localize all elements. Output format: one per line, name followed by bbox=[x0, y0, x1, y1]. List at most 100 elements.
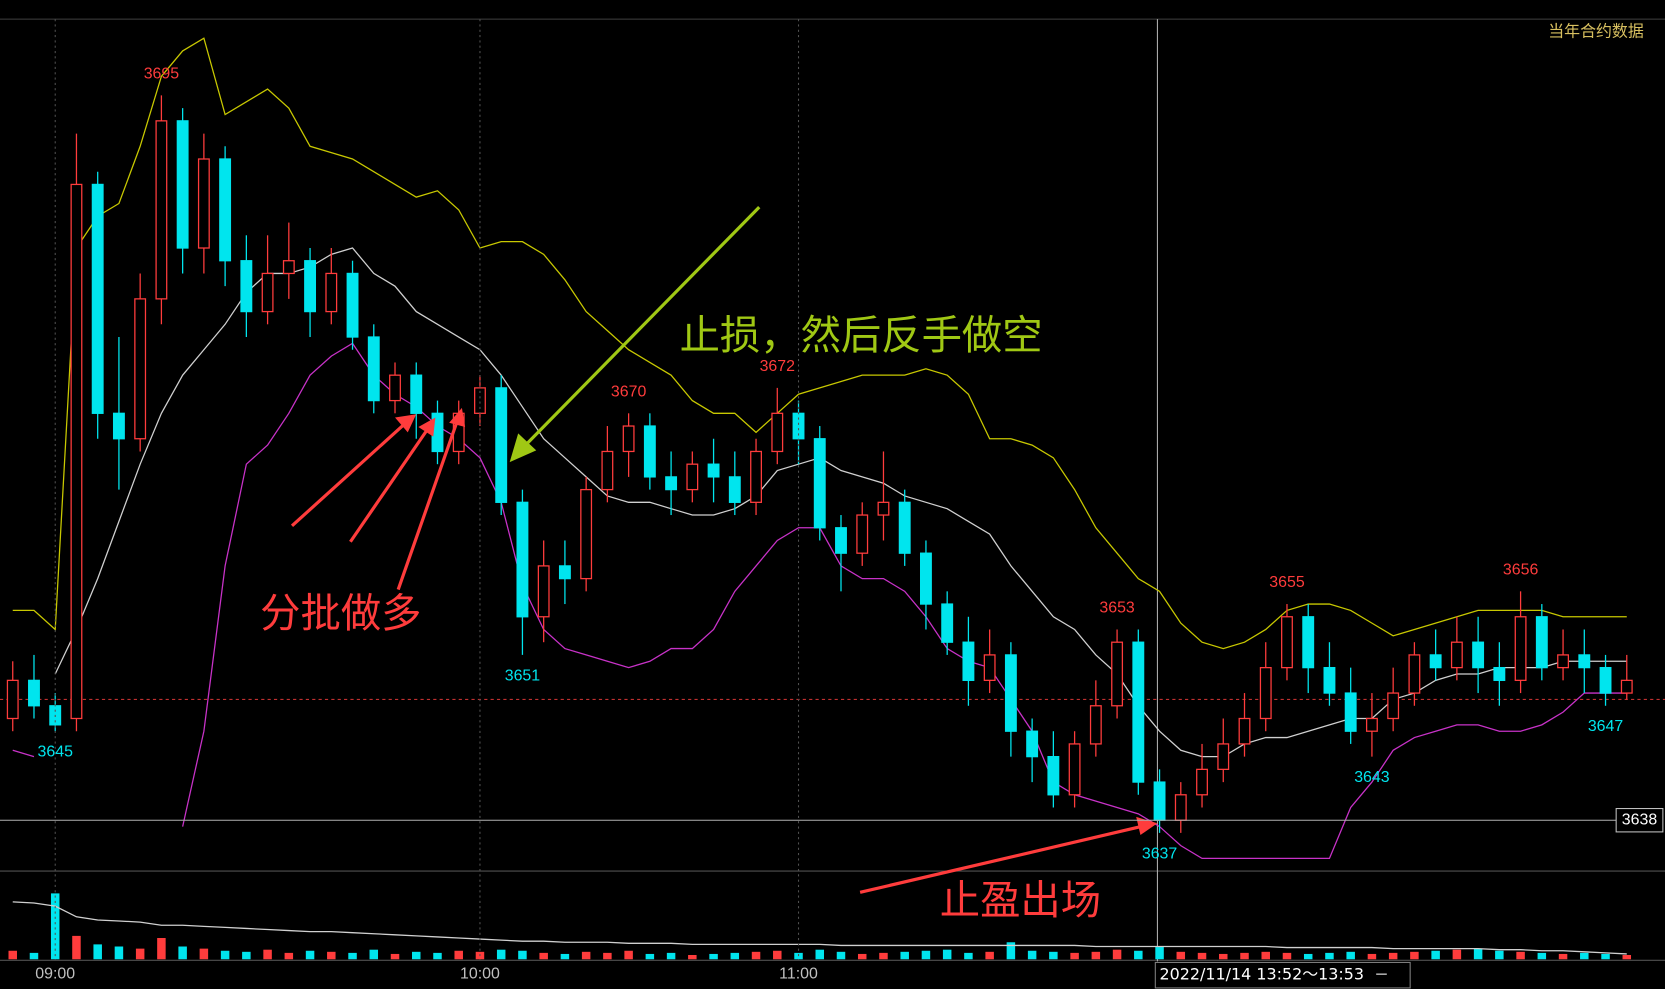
candle-body bbox=[28, 679, 40, 707]
volume-bar bbox=[390, 953, 400, 960]
volume-panel bbox=[8, 893, 1632, 960]
candle-body bbox=[1174, 794, 1187, 821]
volume-bar bbox=[942, 949, 952, 960]
candle-body bbox=[750, 450, 762, 503]
volume-bar bbox=[412, 951, 421, 960]
volume-bar bbox=[1091, 951, 1101, 960]
volume-bar bbox=[518, 950, 527, 960]
band-line bbox=[12, 342, 1627, 860]
candle-body bbox=[1323, 666, 1336, 694]
candle-body bbox=[707, 463, 720, 478]
candle-body bbox=[601, 450, 614, 491]
volume-bar bbox=[560, 953, 570, 960]
volume-bar bbox=[327, 951, 336, 960]
high-label: 3670 bbox=[611, 383, 647, 400]
volume-bar bbox=[1112, 949, 1122, 960]
candle-body bbox=[1111, 641, 1124, 707]
high-label: 3653 bbox=[1099, 599, 1135, 616]
volume-bar bbox=[1325, 952, 1334, 960]
volume-bar bbox=[666, 952, 676, 960]
volume-bar bbox=[1006, 942, 1016, 960]
main-panel bbox=[0, 37, 1665, 860]
volume-bar bbox=[496, 949, 506, 960]
x-tick-label: 11:00 bbox=[779, 965, 818, 982]
candle-body bbox=[1620, 679, 1633, 694]
candle-body bbox=[898, 501, 911, 554]
candle-body bbox=[665, 476, 678, 491]
candle-body bbox=[1578, 654, 1591, 669]
volume-bar bbox=[263, 949, 272, 960]
volume-bar bbox=[773, 950, 782, 960]
low-label: 3651 bbox=[505, 667, 541, 684]
candle-body bbox=[1302, 616, 1315, 669]
volume-bar bbox=[1176, 951, 1186, 960]
candle-body bbox=[1514, 616, 1527, 681]
volume-bar bbox=[857, 953, 867, 960]
volume-bar bbox=[624, 950, 633, 960]
low-label: 3647 bbox=[1588, 718, 1624, 735]
volume-ma-line bbox=[12, 901, 1627, 955]
volume-bar bbox=[603, 952, 612, 960]
candle-body bbox=[1026, 730, 1039, 758]
candle-body bbox=[389, 374, 401, 402]
candle-body bbox=[1408, 654, 1421, 694]
volume-bar bbox=[1580, 952, 1589, 960]
volume-bar bbox=[242, 951, 251, 960]
arrow-head bbox=[509, 433, 537, 463]
candle-body bbox=[1132, 641, 1145, 783]
source-label: 当年合约数据 bbox=[1548, 21, 1644, 40]
volume-bar bbox=[178, 946, 187, 960]
time-label-box bbox=[1154, 961, 1411, 989]
annotation: 止盈出场 bbox=[940, 877, 1101, 924]
candle-body bbox=[877, 501, 890, 516]
volume-bar bbox=[1410, 951, 1419, 960]
low-label: 3637 bbox=[1142, 845, 1178, 862]
candle-body bbox=[410, 374, 423, 414]
candle-body bbox=[1557, 654, 1570, 669]
candle-body bbox=[1535, 616, 1548, 669]
volume-bar bbox=[199, 948, 209, 960]
volume-bar bbox=[1622, 955, 1632, 960]
volume-bar bbox=[369, 949, 379, 960]
candle-body bbox=[1365, 717, 1378, 732]
arrow-head bbox=[418, 417, 436, 437]
candle-body bbox=[1004, 654, 1017, 732]
candle-body bbox=[346, 272, 359, 338]
candle-body bbox=[367, 336, 380, 402]
volume-bar bbox=[645, 953, 655, 960]
candle-body bbox=[1344, 692, 1357, 732]
annotation: 止损，然后反手做空 bbox=[680, 312, 1043, 359]
volume-bar bbox=[1219, 953, 1228, 960]
crosshair-time-label: 2022/11/14 13:52～13:53 bbox=[1160, 965, 1364, 984]
volume-bar bbox=[1452, 949, 1462, 960]
volume-bar bbox=[8, 950, 17, 960]
volume-bar bbox=[454, 950, 463, 960]
candle-body bbox=[1238, 717, 1251, 745]
high-label: 3655 bbox=[1269, 574, 1305, 591]
candle-body bbox=[516, 501, 529, 618]
volume-bar bbox=[1431, 950, 1440, 960]
arrow-head bbox=[449, 407, 466, 428]
candle-body bbox=[1047, 756, 1060, 796]
volume-bar bbox=[50, 893, 60, 960]
candle-body bbox=[176, 120, 189, 249]
volume-bar bbox=[114, 946, 124, 960]
candle-body bbox=[1493, 666, 1506, 681]
volume-bar bbox=[1134, 950, 1143, 960]
candle-body bbox=[112, 412, 125, 440]
volume-bar bbox=[1516, 951, 1525, 960]
arrow bbox=[396, 422, 459, 591]
volume-bar bbox=[709, 953, 718, 960]
crosshair-value-label: 3638 bbox=[1622, 811, 1658, 828]
volume-bar bbox=[1495, 950, 1504, 960]
candle-body bbox=[134, 298, 147, 440]
volume-bar bbox=[1197, 952, 1207, 960]
volume-bar bbox=[1558, 953, 1568, 960]
volume-bar bbox=[93, 944, 102, 960]
high-label: 3656 bbox=[1503, 561, 1539, 578]
volume-bar bbox=[879, 952, 888, 960]
volume-bar bbox=[751, 951, 761, 960]
volume-bar bbox=[539, 952, 548, 960]
